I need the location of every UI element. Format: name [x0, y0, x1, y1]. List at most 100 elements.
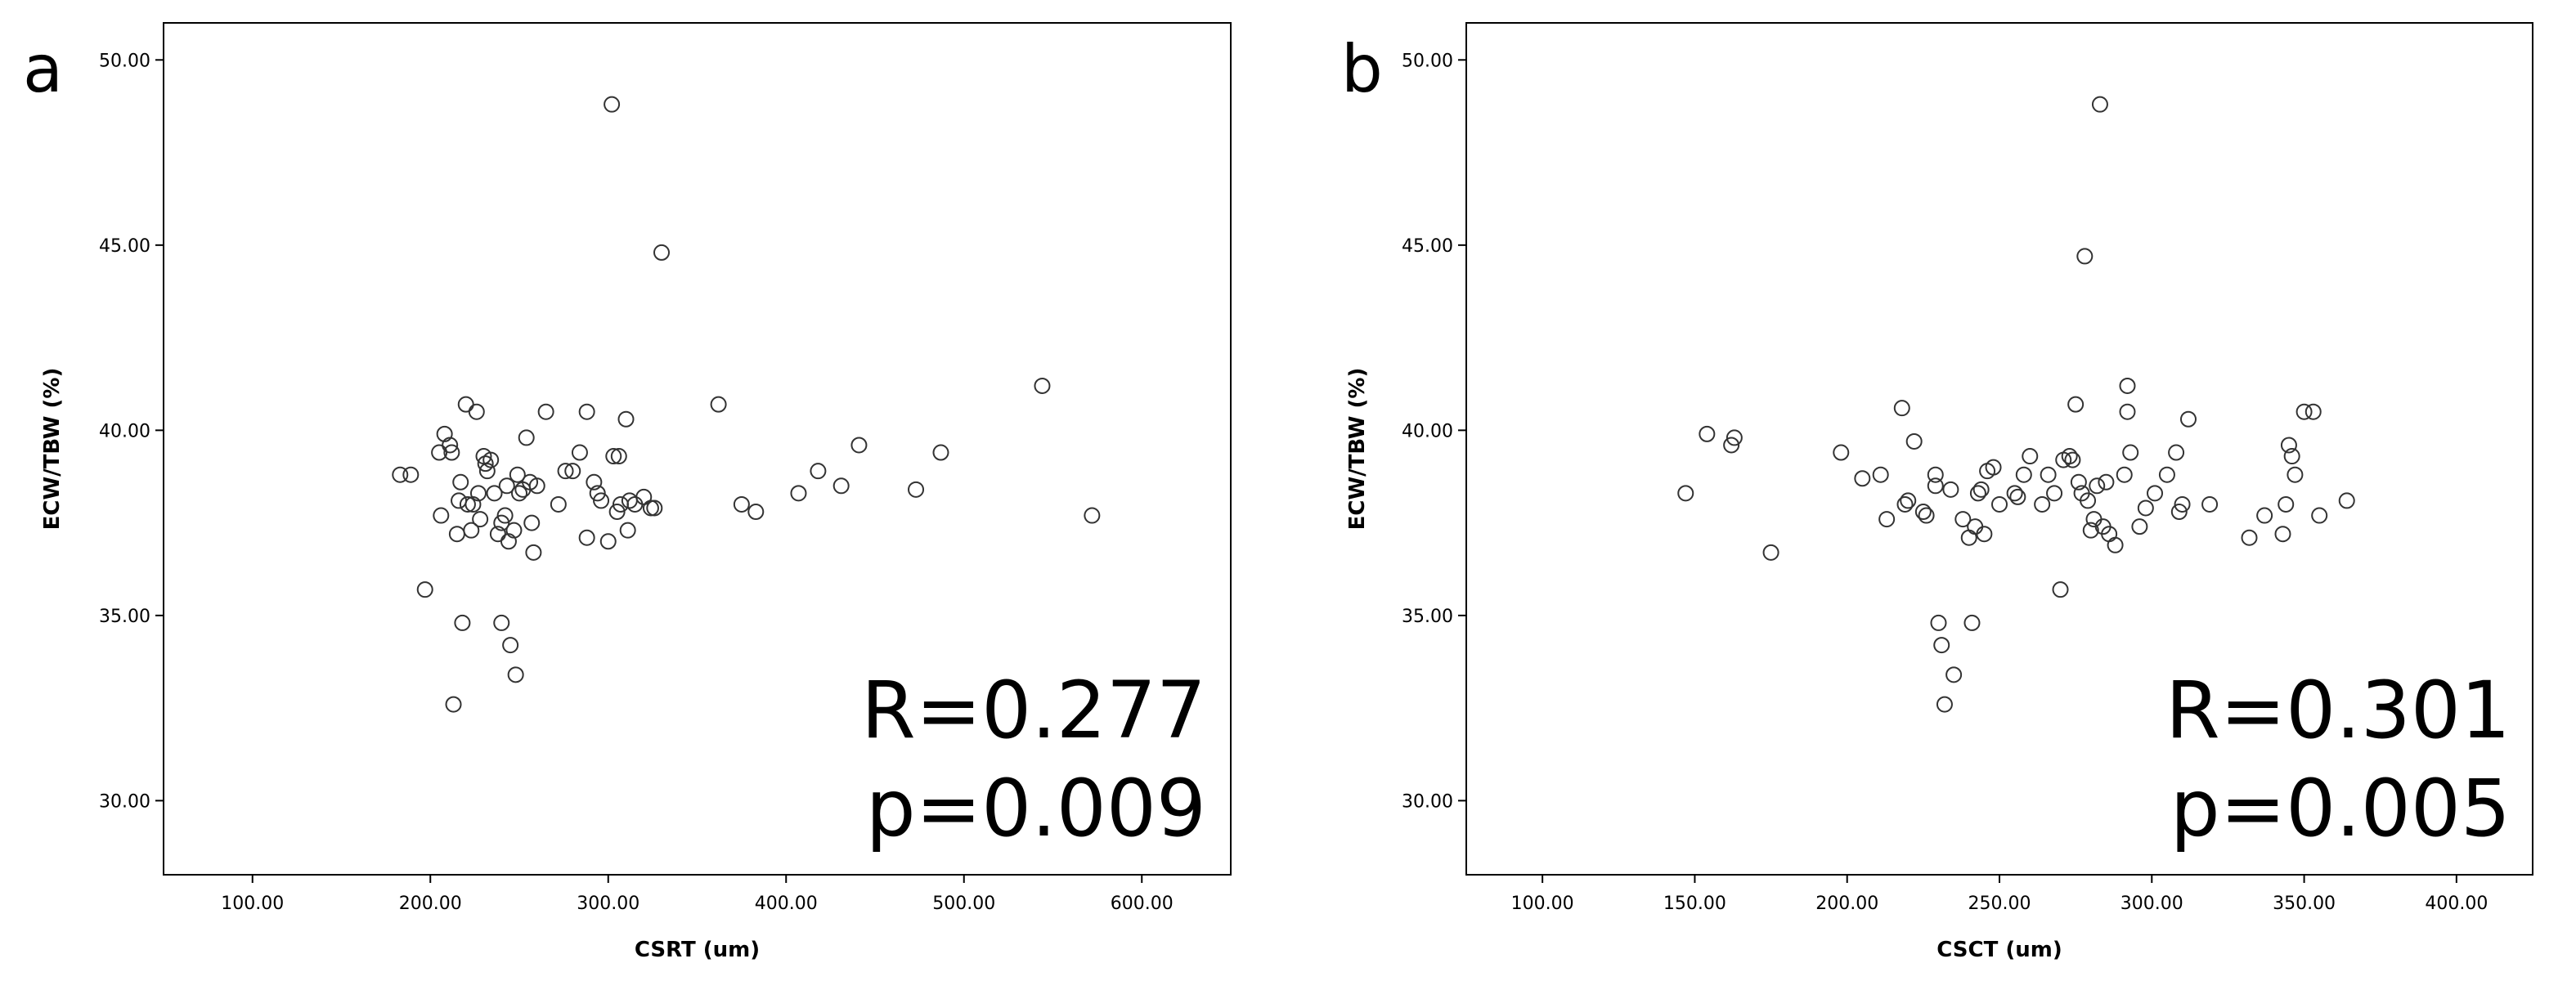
data-point [2006, 485, 2023, 502]
y-tick-label: 50.00 [99, 51, 150, 71]
data-point [493, 614, 510, 631]
x-tick-label: 300.00 [2120, 894, 2183, 914]
data-point [2040, 466, 2057, 483]
data-point [2091, 96, 2108, 113]
x-tick-label: 400.00 [2425, 894, 2488, 914]
data-point [2311, 507, 2328, 524]
data-point [1833, 444, 1850, 461]
data-point [505, 522, 523, 539]
data-point [1976, 526, 1993, 543]
y-tick-label: 35.00 [99, 607, 150, 627]
y-axis-title: ECW/TBW (%) [40, 368, 65, 531]
data-point [810, 463, 827, 480]
data-point [2082, 522, 2099, 539]
data-point [1933, 637, 1950, 654]
x-tick-label: 400.00 [755, 894, 818, 914]
data-point [442, 437, 459, 454]
data-point [2174, 495, 2191, 513]
panel-a-scatter-plot: a 30.00 35.00 40.00 45.00 50.00 100.00 200.00 30… [23, 22, 1232, 962]
x-tick-label: 100.00 [1511, 894, 1574, 914]
data-point [2179, 410, 2197, 428]
data-point [1960, 529, 1977, 546]
data-point [550, 495, 567, 513]
data-point [1854, 470, 1871, 487]
x-tick-label: 200.00 [1815, 894, 1878, 914]
x-axis-title: CSCT (um) [1936, 938, 2062, 962]
data-point [908, 481, 925, 498]
data-point [2296, 403, 2313, 420]
data-point [2076, 248, 2094, 265]
data-point [850, 437, 868, 454]
data-point [493, 514, 510, 531]
data-point [1927, 477, 1944, 495]
data-point [2064, 451, 2081, 468]
data-point [416, 581, 433, 598]
data-point [2338, 492, 2355, 509]
data-point [1991, 495, 2008, 513]
data-point [469, 485, 487, 502]
data-point [1918, 507, 1935, 524]
data-point [1985, 459, 2002, 476]
data-point [2278, 495, 2295, 513]
data-point [445, 696, 462, 713]
data-point [1905, 432, 1923, 450]
data-point [653, 244, 670, 261]
data-point [621, 492, 638, 509]
data-point [452, 473, 469, 491]
data-point [610, 448, 627, 465]
data-point [608, 504, 626, 521]
data-point [626, 495, 644, 513]
data-point [392, 466, 409, 483]
data-point [448, 526, 465, 543]
data-point [2098, 473, 2115, 491]
data-point [443, 444, 460, 461]
data-point [2122, 444, 2139, 461]
data-point [710, 396, 727, 413]
x-tick-label: 350.00 [2273, 894, 2336, 914]
data-point [496, 507, 514, 524]
data-point [2304, 403, 2322, 420]
data-point [2168, 444, 2185, 461]
data-point [1967, 518, 1984, 535]
y-tick-label: 35.00 [1402, 607, 1453, 627]
data-point [571, 444, 588, 461]
data-point [617, 410, 635, 428]
data-point [733, 495, 750, 513]
data-point [482, 451, 500, 468]
data-point [2158, 466, 2175, 483]
y-tick-label: 40.00 [99, 421, 150, 441]
data-point [1930, 614, 1947, 631]
data-point [564, 463, 581, 480]
data-point [578, 529, 595, 546]
data-point [436, 425, 453, 442]
data-point [790, 485, 807, 502]
data-point [2137, 500, 2154, 517]
data-point [537, 403, 554, 420]
data-point [1972, 481, 1990, 498]
data-point [1945, 666, 1963, 683]
data-point [2201, 495, 2219, 513]
x-tick-label: 300.00 [577, 894, 640, 914]
data-point [2046, 485, 2063, 502]
data-point [509, 466, 526, 483]
y-tick-label: 50.00 [1402, 51, 1453, 71]
data-point [459, 495, 476, 513]
p-value-annotation: p=0.005 [2170, 763, 2511, 854]
data-point [518, 429, 535, 446]
y-tick-label: 40.00 [1402, 421, 1453, 441]
data-point [464, 495, 482, 513]
data-point [2107, 536, 2124, 553]
data-point [1762, 544, 1779, 561]
data-point [1677, 485, 1694, 502]
data-point [528, 477, 545, 495]
data-point [2080, 492, 2097, 509]
data-point [605, 448, 622, 465]
data-point [1699, 425, 1716, 442]
data-point [511, 485, 527, 502]
data-point [2067, 396, 2085, 413]
data-point [1726, 429, 1743, 446]
data-point [2119, 377, 2136, 394]
data-point [578, 403, 595, 420]
data-point [2015, 466, 2032, 483]
